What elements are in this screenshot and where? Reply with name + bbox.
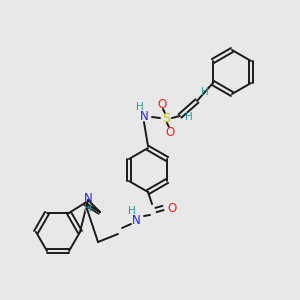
- Text: S: S: [162, 112, 170, 124]
- Text: N: N: [140, 110, 148, 124]
- Text: N: N: [132, 214, 140, 226]
- Text: O: O: [157, 98, 167, 110]
- Text: H: H: [201, 87, 209, 97]
- Text: O: O: [167, 202, 177, 214]
- Text: H: H: [185, 112, 193, 122]
- Text: H: H: [84, 204, 92, 214]
- Text: H: H: [128, 206, 136, 216]
- Text: O: O: [165, 125, 175, 139]
- Text: N: N: [84, 191, 92, 205]
- Text: H: H: [136, 102, 144, 112]
